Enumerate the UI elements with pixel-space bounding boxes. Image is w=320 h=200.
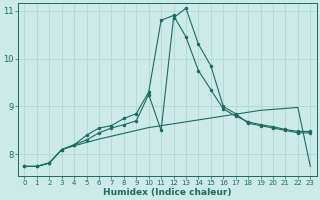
X-axis label: Humidex (Indice chaleur): Humidex (Indice chaleur) xyxy=(103,188,232,197)
